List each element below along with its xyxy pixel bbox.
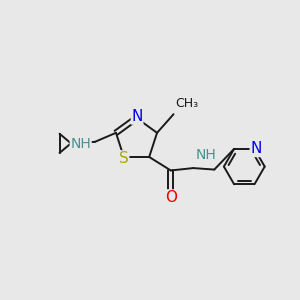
Text: NH: NH xyxy=(196,148,216,162)
Text: O: O xyxy=(165,190,177,205)
Text: N: N xyxy=(131,109,143,124)
Text: S: S xyxy=(119,151,129,166)
Text: CH₃: CH₃ xyxy=(175,97,198,110)
Text: NH: NH xyxy=(70,137,91,151)
Text: N: N xyxy=(250,141,262,156)
